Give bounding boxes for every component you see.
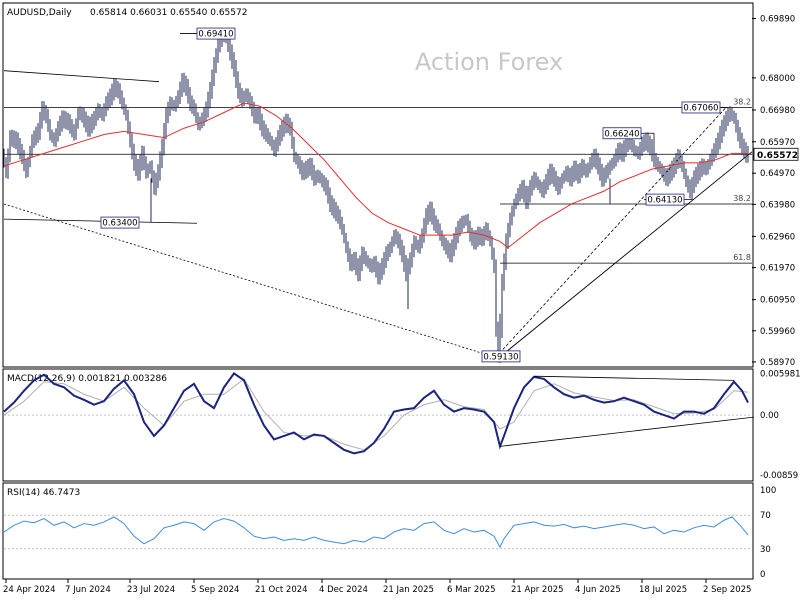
macd-panel [2, 368, 754, 482]
price-y-tick-label: 0.64970 [760, 169, 795, 179]
x-tick-label: 18 Jul 2025 [639, 585, 687, 595]
macd-trendline-top [533, 375, 735, 381]
fib-level-label: 38.2 [733, 97, 751, 106]
price-level-label: 0.69410 [198, 30, 233, 40]
price-level-box [681, 101, 721, 114]
trendline-channel-up [499, 151, 753, 358]
trendline-support-left [3, 218, 198, 224]
rsi-y-tick-label: 100 [760, 486, 776, 496]
macd-series: 0.005981 0.00 -0.00859 [3, 370, 800, 481]
price-y-tick-label: 0.59960 [760, 327, 795, 337]
x-axis: 24 Apr 2024 7 Jun 2024 23 Jul 2024 5 Sep 20… [3, 579, 751, 595]
price-panel [2, 2, 754, 368]
rsi-header: RSI(14) 46.7473 [7, 488, 80, 498]
x-tick-label: 21 Oct 2024 [255, 585, 308, 595]
trendline-dashed-up [495, 107, 727, 358]
moving-average-line [3, 102, 748, 249]
macd-signal-line [3, 378, 749, 451]
price-level-box [602, 127, 642, 140]
x-tick-label: 2 Sep 2025 [703, 585, 751, 595]
price-level-label: 0.64130 [647, 196, 682, 206]
rsi-line [3, 516, 749, 549]
fib-level-label: 61.8 [733, 253, 751, 262]
x-tick-label: 21 Apr 2025 [511, 585, 564, 595]
price-annotations: 0.69410 0.63400 0.59130 0.66240 0.64130 0.670… [100, 27, 799, 363]
price-y-tick-label: 0.63980 [760, 200, 795, 210]
x-tick-label: 6 Mar 2025 [447, 585, 495, 595]
rsi-y-tick-label: 0 [760, 570, 765, 580]
current-price-label: 0.65572 [757, 151, 798, 161]
price-level-box [100, 216, 140, 229]
price-axis-ticks: 0.69890 0.68000 0.66980 0.65970 0.64970 0.639… [752, 14, 795, 368]
price-level-box [481, 350, 521, 363]
macd-trendline-bottom [499, 416, 755, 447]
price-series [3, 29, 749, 363]
macd-y-tick-label: -0.00859 [760, 471, 798, 481]
macd-line [3, 372, 749, 455]
watermark: Action Forex [415, 48, 563, 76]
price-y-tick-label: 0.62960 [760, 232, 795, 242]
price-level-label: 0.63400 [102, 219, 137, 229]
x-tick-label: 7 Jun 2024 [65, 585, 111, 595]
rsi-series: 100 70 30 0 [3, 486, 776, 580]
macd-header: MACD(12,26,9) 0.001821 0.003286 [7, 374, 167, 384]
price-y-tick-label: 0.60950 [760, 296, 795, 306]
x-tick-label: 4 Jun 2025 [575, 585, 621, 595]
price-y-tick-label: 0.61970 [760, 264, 795, 274]
macd-y-tick-label: 0.00 [760, 411, 779, 421]
rsi-panel [2, 482, 754, 580]
x-tick-label: 23 Jul 2024 [127, 585, 175, 595]
price-level-box [645, 193, 685, 206]
macd-y-tick-label: 0.005981 [760, 370, 800, 380]
price-level-label: 0.59130 [483, 352, 518, 362]
price-level-box [196, 27, 236, 40]
rsi-y-tick-label: 70 [760, 511, 771, 521]
price-y-tick-label: 0.68000 [760, 74, 795, 84]
price-header-symbol: AUDUSD,Daily [7, 8, 72, 18]
current-price-tag [753, 147, 799, 161]
price-header-ohlc: 0.65814 0.66031 0.65540 0.65572 [90, 8, 247, 18]
x-tick-label: 5 Sep 2024 [191, 585, 239, 595]
price-level-label: 0.66240 [604, 129, 639, 139]
x-tick-label: 4 Dec 2024 [319, 585, 368, 595]
x-tick-label: 24 Apr 2024 [3, 585, 56, 595]
price-y-tick-label: 0.58970 [760, 358, 795, 368]
rsi-y-tick-label: 30 [760, 545, 771, 555]
trendline-dotted-down [3, 203, 495, 358]
price-level-label: 0.67060 [683, 103, 718, 113]
price-y-tick-label: 0.69890 [760, 14, 795, 24]
price-y-tick-label: 0.65970 [760, 138, 795, 148]
fib-level-label: 38.2 [733, 194, 751, 203]
x-tick-label: 21 Jan 2025 [383, 585, 434, 595]
price-y-tick-label: 0.66980 [760, 106, 795, 116]
trendline-top-left [3, 70, 160, 83]
